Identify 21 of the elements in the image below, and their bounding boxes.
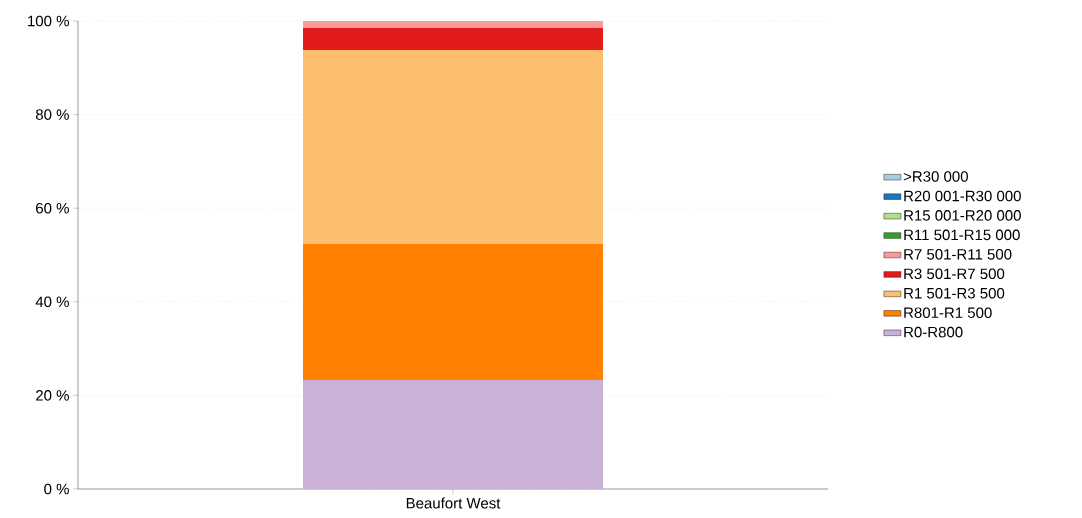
legend-label: >R30 000 (903, 171, 968, 182)
y-tick-label: 0 % (44, 483, 69, 495)
legend-label: R15 001-R20 000 (904, 210, 1021, 221)
legend-label: R1 501-R3 500 (904, 287, 1005, 299)
y-tick-label: 60 % (36, 202, 69, 214)
legend-label: R7 501-R11 500 (904, 249, 1012, 260)
bar (303, 28, 604, 51)
bar (303, 243, 604, 380)
bar (303, 379, 604, 489)
y-tick-label: 20 % (36, 390, 69, 401)
y-tick-label: 80 % (35, 109, 69, 120)
x-tick-label: Beaufort West (406, 497, 501, 509)
legend-label: R0-R800 (904, 326, 963, 338)
y-tick-label: 40 % (35, 296, 69, 308)
legend-label: R20 001-R30 000 (904, 190, 1021, 202)
bar (303, 50, 604, 244)
legend-label: R3 501-R7 500 (904, 268, 1005, 280)
bar (303, 21, 604, 29)
y-tick-label: 100 % (28, 15, 69, 27)
legend-label: R11 501-R15 000 (904, 229, 1020, 241)
legend-label: R801-R1 500 (904, 307, 992, 318)
